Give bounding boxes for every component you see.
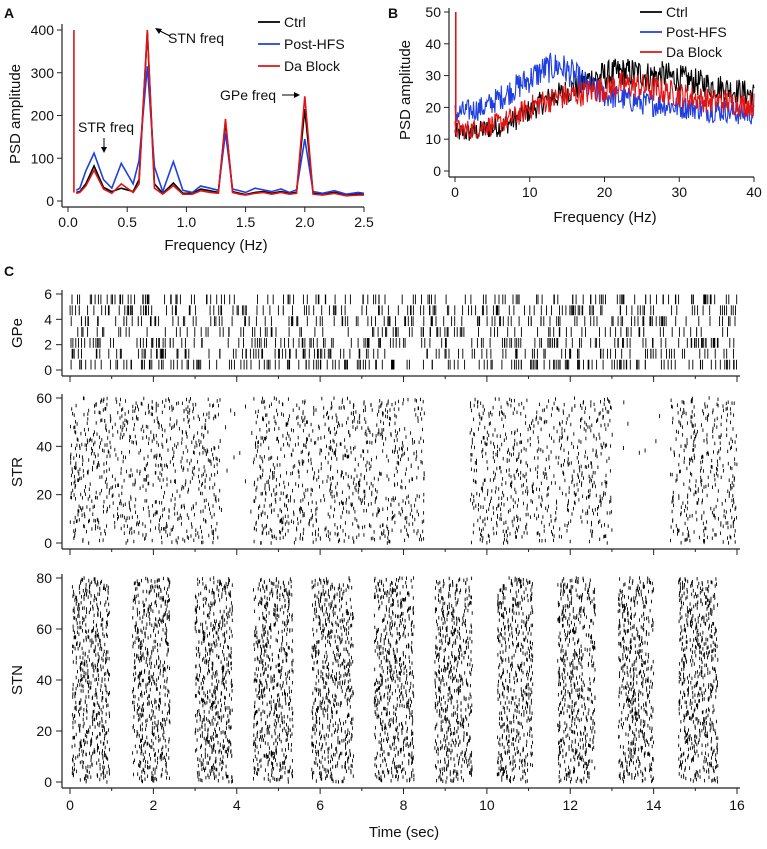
panel-a-ytick-label: 0 xyxy=(46,193,54,209)
panel-c-xtick-label: 10 xyxy=(479,797,495,813)
panel-a-xtick-label: 0.0 xyxy=(58,214,78,230)
legend-a-post-hfs: Post-HFS xyxy=(284,36,345,52)
panel-b-psd-chart: 0 10 20 30 40 0 10 20 30 40 50 PSD amplitude Frequ… xyxy=(397,4,762,226)
raster-stn-ylabel: STN xyxy=(9,665,26,695)
panel-b-ytick-label: 40 xyxy=(425,36,441,52)
raster-ytick-label: 80 xyxy=(36,570,52,586)
raster-stn xyxy=(71,576,719,784)
legend-a-ctrl: Ctrl xyxy=(284,14,306,30)
raster-spikes-stn xyxy=(71,576,719,784)
raster-gpe xyxy=(69,294,738,370)
annotation-stn-freq: STN freq xyxy=(168,30,224,46)
raster-ytick-label: 60 xyxy=(36,621,52,637)
raster-ytick-label: 20 xyxy=(36,487,52,503)
raster-ytick-label: 6 xyxy=(44,286,52,302)
annotation-gpe-freq: GPe freq xyxy=(220,87,276,103)
panel-c-xtick-label: 2 xyxy=(149,797,157,813)
panel-b-ytick-label: 50 xyxy=(425,4,441,20)
panel-a-xtick-label: 2.5 xyxy=(354,214,374,230)
legend-b-da-block: Da Block xyxy=(666,44,723,60)
raster-str xyxy=(69,396,738,545)
raster-spikes-str xyxy=(69,396,738,545)
panel-a-ytick-label: 100 xyxy=(31,150,55,166)
raster-ytick-label: 20 xyxy=(36,723,52,739)
series-line-da-block xyxy=(76,29,364,197)
panel-b-xtick-label: 20 xyxy=(597,184,613,200)
panel-c-xtick-label: 12 xyxy=(562,797,578,813)
raster-ytick-label: 40 xyxy=(36,672,52,688)
panel-b-legend: Ctrl Post-HFS Da Block xyxy=(640,4,727,60)
panel-b-ytick-label: 20 xyxy=(425,99,441,115)
panel-a-xtick-label: 1.0 xyxy=(177,214,197,230)
panel-a-ylabel: PSD amplitude xyxy=(7,64,24,164)
panel-a-ytick-label: 400 xyxy=(31,22,55,38)
panel-a-xtick-label: 0.5 xyxy=(117,214,137,230)
raster-ytick-label: 0 xyxy=(44,362,52,378)
raster-gpe-ylabel: GPe xyxy=(9,318,26,348)
panel-b-ytick-label: 30 xyxy=(425,68,441,84)
legend-b-post-hfs: Post-HFS xyxy=(666,24,727,40)
raster-ytick-label: 4 xyxy=(44,311,52,327)
panel-b-xtick-label: 40 xyxy=(746,184,762,200)
panel-a-xtick-label: 1.5 xyxy=(236,214,256,230)
panel-c-xtick-label: 6 xyxy=(316,797,324,813)
panel-b-xtick-label: 0 xyxy=(451,184,459,200)
panel-letter-b: B xyxy=(388,5,398,21)
panel-a-annotations: STN freq STR freq GPe freq xyxy=(78,28,300,153)
legend-a-da-block: Da Block xyxy=(284,58,341,74)
raster-spikes-gpe xyxy=(69,294,738,370)
panel-a-legend: Ctrl Post-HFS Da Block xyxy=(258,14,345,74)
panel-b-xtick-label: 30 xyxy=(671,184,687,200)
panel-a-psd-chart: 0.0 0.5 1.0 1.5 2.0 2.5 0 100 200 300 400 PSD ampl… xyxy=(7,14,374,254)
panel-c-xtick-label: 16 xyxy=(729,797,745,813)
panel-c-xtick-label: 4 xyxy=(233,797,241,813)
raster-ytick-label: 2 xyxy=(44,337,52,353)
panel-c-xtick-label: 8 xyxy=(400,797,408,813)
panel-b-xlabel: Frequency (Hz) xyxy=(553,209,656,226)
panel-c-xtick-label: 14 xyxy=(646,797,662,813)
panel-a-ytick-label: 300 xyxy=(31,65,55,81)
panel-a-ytick-label: 200 xyxy=(31,108,55,124)
raster-str-ylabel: STR xyxy=(9,457,26,487)
raster-ytick-label: 0 xyxy=(44,774,52,790)
panel-a-xlabel: Frequency (Hz) xyxy=(164,237,267,254)
raster-ytick-label: 60 xyxy=(36,390,52,406)
panel-c-xtick-label: 0 xyxy=(66,797,74,813)
annotation-str-freq: STR freq xyxy=(78,119,134,135)
panel-b-ytick-label: 0 xyxy=(433,163,441,179)
legend-b-ctrl: Ctrl xyxy=(666,4,688,20)
panel-a-xtick-label: 2.0 xyxy=(295,214,315,230)
psd-b-series-da-block xyxy=(454,70,755,140)
raster-ytick-label: 0 xyxy=(44,535,52,551)
panel-b-ylabel: PSD amplitude xyxy=(397,40,414,140)
panel-c-xlabel: Time (sec) xyxy=(369,824,439,841)
panel-letter-a: A xyxy=(4,5,14,21)
panel-letter-c: C xyxy=(4,263,14,279)
panel-b-xtick-label: 10 xyxy=(522,184,538,200)
panel-b-ytick-label: 10 xyxy=(425,131,441,147)
raster-ytick-label: 40 xyxy=(36,438,52,454)
